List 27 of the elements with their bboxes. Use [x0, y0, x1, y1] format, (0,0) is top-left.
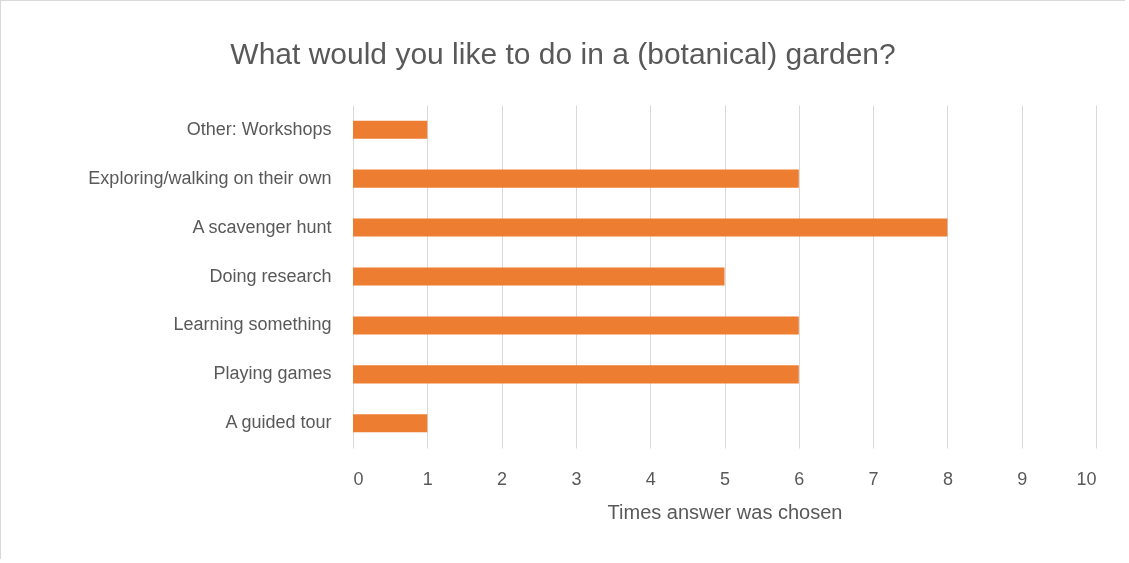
x-tick-label: 9	[1017, 468, 1028, 489]
y-tick-label: Exploring/walking on their own	[88, 167, 332, 188]
chart-title: What would you like to do in a (botanical) garden?	[230, 37, 896, 70]
x-tick-label: 1	[422, 468, 433, 489]
x-axis-title: Times answer was chosen	[607, 500, 843, 523]
y-tick-label: A guided tour	[225, 412, 332, 433]
bar	[353, 365, 799, 384]
bar	[353, 316, 799, 335]
y-tick-label: A scavenger hunt	[192, 216, 332, 237]
x-tick-label: 2	[497, 468, 508, 489]
x-tick-label: 5	[719, 468, 731, 489]
x-tick-label: 8	[942, 468, 953, 489]
x-tick-label: 0	[353, 468, 364, 489]
bar	[353, 267, 725, 286]
x-tick-label: 7	[868, 468, 879, 489]
x-tick-label: 6	[794, 468, 805, 489]
bar	[353, 120, 428, 139]
y-tick-label: Learning something	[173, 314, 332, 335]
x-tick-label: 10	[1076, 468, 1097, 489]
y-tick-label: Playing games	[213, 363, 332, 384]
y-tick-label: Doing research	[209, 265, 332, 286]
bar	[353, 169, 799, 188]
bar	[353, 414, 428, 433]
x-tick-label: 4	[645, 468, 656, 489]
x-tick-label: 3	[571, 468, 582, 489]
bar	[353, 218, 948, 237]
y-tick-label: Other: Workshops	[186, 118, 332, 139]
